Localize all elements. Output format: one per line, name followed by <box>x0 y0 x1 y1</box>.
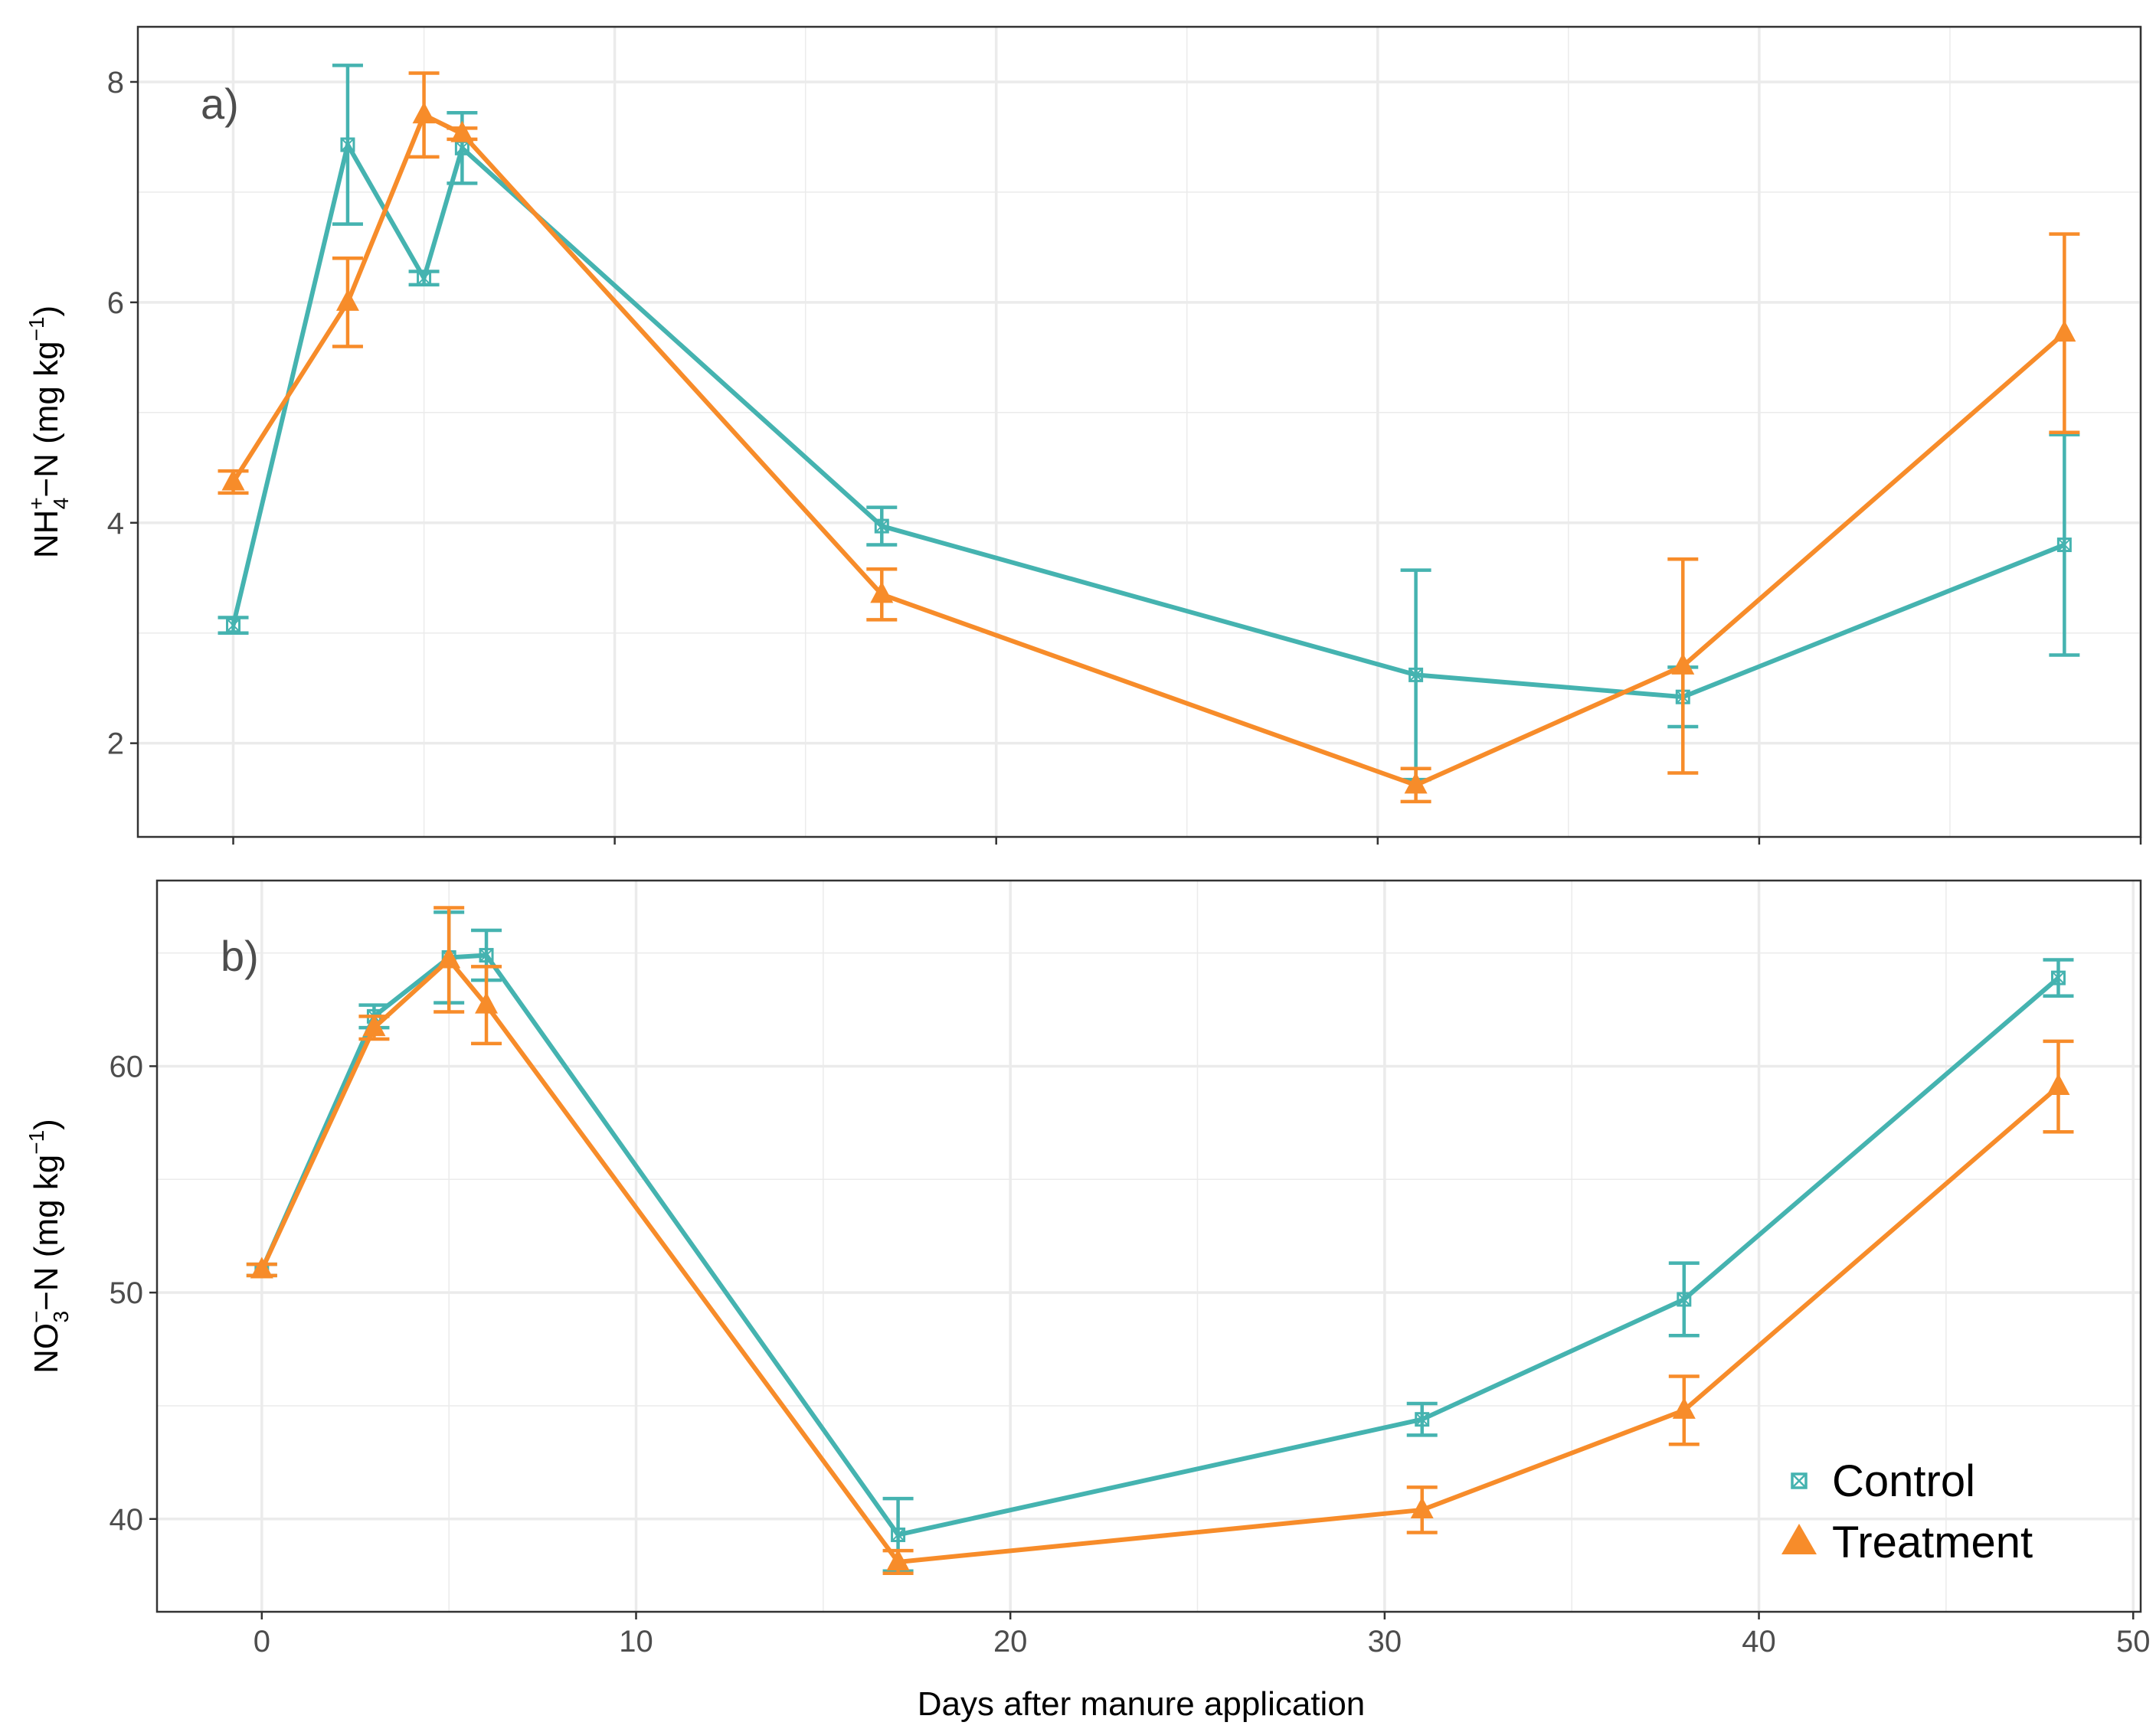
point-cross <box>455 141 469 155</box>
point-square <box>226 618 241 633</box>
point-square <box>1408 667 1424 682</box>
data-point <box>412 102 436 124</box>
data-point <box>2056 538 2072 553</box>
y-axis-title-unit-sup: −1 <box>25 1130 48 1155</box>
y-axis-title-sup: + <box>25 497 48 509</box>
y-tick-label: 6 <box>107 286 124 320</box>
data-point <box>1415 1412 1430 1427</box>
point-cross <box>226 618 240 632</box>
data-point <box>1404 772 1428 794</box>
y-axis-title-close: ) <box>28 1119 65 1130</box>
point-cross <box>417 271 431 285</box>
point-square <box>340 137 355 152</box>
y-axis-title-sub: 4 <box>49 498 73 510</box>
data-point <box>874 518 889 534</box>
control-series <box>246 910 2074 1574</box>
data-point <box>250 1257 273 1279</box>
legend: Control Treatment <box>1781 1456 2033 1567</box>
data-point <box>1410 1496 1434 1518</box>
treatment-series <box>218 71 2080 804</box>
data-point <box>1408 667 1424 682</box>
point-square <box>1677 1292 1692 1307</box>
y-tick-label: 4 <box>107 507 124 541</box>
y-axis-title-main: NO <box>28 1323 65 1374</box>
x-tick-label: 20 <box>993 1625 1028 1658</box>
data-point <box>2053 320 2076 342</box>
panel-frame <box>155 879 2142 1613</box>
data-point <box>891 1527 906 1542</box>
point-square <box>874 518 889 534</box>
data-point <box>437 946 461 969</box>
x-tick-label: 40 <box>1742 1625 1776 1658</box>
series-line <box>260 957 2060 1564</box>
data-point <box>226 618 241 633</box>
legend-treatment-key <box>1781 1524 1817 1554</box>
data-point <box>417 270 432 286</box>
y-axis-title-rest: −N (mg kg <box>28 1155 65 1311</box>
point-square <box>2056 538 2072 553</box>
point-square <box>1415 1412 1430 1427</box>
point-square <box>417 270 432 286</box>
y-axis-title-main: NH <box>28 510 65 559</box>
point-square <box>479 948 494 963</box>
point-square <box>891 1527 906 1542</box>
y-axis-title-sup: − <box>25 1310 48 1322</box>
point-cross <box>2051 971 2066 985</box>
x-axis-title: Days after manure application <box>918 1685 1366 1723</box>
y-axis-title: NO−3−N (mg kg−1) <box>25 1119 73 1374</box>
point-cross <box>1408 668 1423 682</box>
point-cross <box>1415 1412 1429 1426</box>
treatment-series <box>246 906 2074 1575</box>
point-cross <box>2057 538 2072 552</box>
legend-control-label: Control <box>1832 1456 1975 1506</box>
data-point <box>479 948 494 963</box>
point-cross <box>479 948 493 962</box>
point-cross <box>891 1528 905 1542</box>
series-line <box>231 142 2066 700</box>
data-point <box>340 137 355 152</box>
data-point <box>335 289 359 311</box>
x-tick-label: 0 <box>254 1625 270 1658</box>
legend-control-key-cross <box>1791 1473 1807 1489</box>
data-point <box>1672 1397 1696 1419</box>
legend-treatment-label: Treatment <box>1832 1518 2033 1567</box>
data-point <box>870 581 894 603</box>
data-point <box>2046 1074 2070 1096</box>
data-point <box>1671 652 1695 675</box>
legend-control-key <box>1791 1472 1808 1489</box>
point-cross <box>1677 1292 1691 1306</box>
data-point <box>2050 970 2066 985</box>
data-point <box>221 469 245 491</box>
panel-tag: b) <box>221 932 259 980</box>
data-point <box>1677 1292 1692 1307</box>
point-cross <box>341 138 355 152</box>
y-tick-label: 40 <box>110 1503 144 1537</box>
y-axis-title: NH+4−N (mg kg−1) <box>25 306 73 558</box>
y-tick-label: 60 <box>110 1050 144 1083</box>
y-axis-title-close: ) <box>28 306 65 317</box>
y-axis-title-sub: 3 <box>49 1311 73 1323</box>
panel-b-no3: 40 50 60 0 10 20 30 40 50 b) NO−3−N (mg kg−1) <box>25 879 2151 1658</box>
point-square <box>2050 970 2066 985</box>
x-tick-label: 50 <box>2116 1625 2151 1658</box>
panel-frame <box>136 25 2142 838</box>
y-tick-label: 2 <box>107 727 124 761</box>
data-point <box>450 120 474 142</box>
y-tick-label: 8 <box>107 66 124 100</box>
data-point <box>475 992 499 1014</box>
data-point <box>886 1548 910 1570</box>
x-tick-label: 10 <box>619 1625 653 1658</box>
y-axis-title-unit-sup: −1 <box>25 317 48 341</box>
series-line <box>231 113 2066 788</box>
y-axis-title-rest: −N (mg kg <box>28 341 65 497</box>
y-tick-label: 50 <box>110 1276 144 1310</box>
panel-tag: a) <box>201 80 239 128</box>
x-tick-label: 30 <box>1368 1625 1402 1658</box>
data-point <box>362 1015 386 1037</box>
series-line <box>260 953 2060 1538</box>
point-cross <box>875 519 888 533</box>
